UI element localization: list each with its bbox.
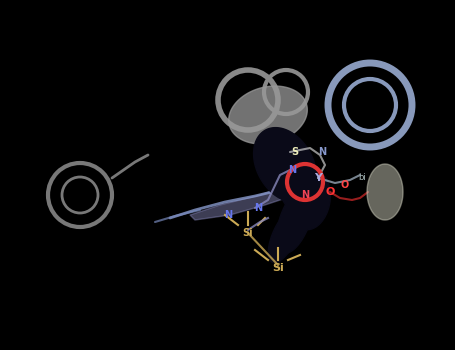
Polygon shape bbox=[367, 164, 403, 220]
Text: S: S bbox=[292, 147, 298, 157]
Text: N: N bbox=[224, 210, 232, 220]
Polygon shape bbox=[229, 86, 307, 144]
Text: bi: bi bbox=[358, 174, 366, 182]
Polygon shape bbox=[190, 178, 305, 220]
Polygon shape bbox=[268, 207, 302, 262]
Polygon shape bbox=[290, 170, 330, 230]
Text: N: N bbox=[254, 203, 262, 213]
Polygon shape bbox=[276, 151, 324, 219]
Polygon shape bbox=[253, 128, 316, 202]
Text: N: N bbox=[288, 165, 296, 175]
Text: O: O bbox=[341, 180, 349, 190]
Text: N: N bbox=[301, 190, 309, 200]
Text: Y: Y bbox=[314, 173, 322, 183]
Text: O: O bbox=[325, 187, 335, 197]
Polygon shape bbox=[277, 187, 313, 253]
Text: Si: Si bbox=[272, 263, 284, 273]
Text: N: N bbox=[318, 147, 326, 157]
Text: Si: Si bbox=[243, 228, 253, 238]
